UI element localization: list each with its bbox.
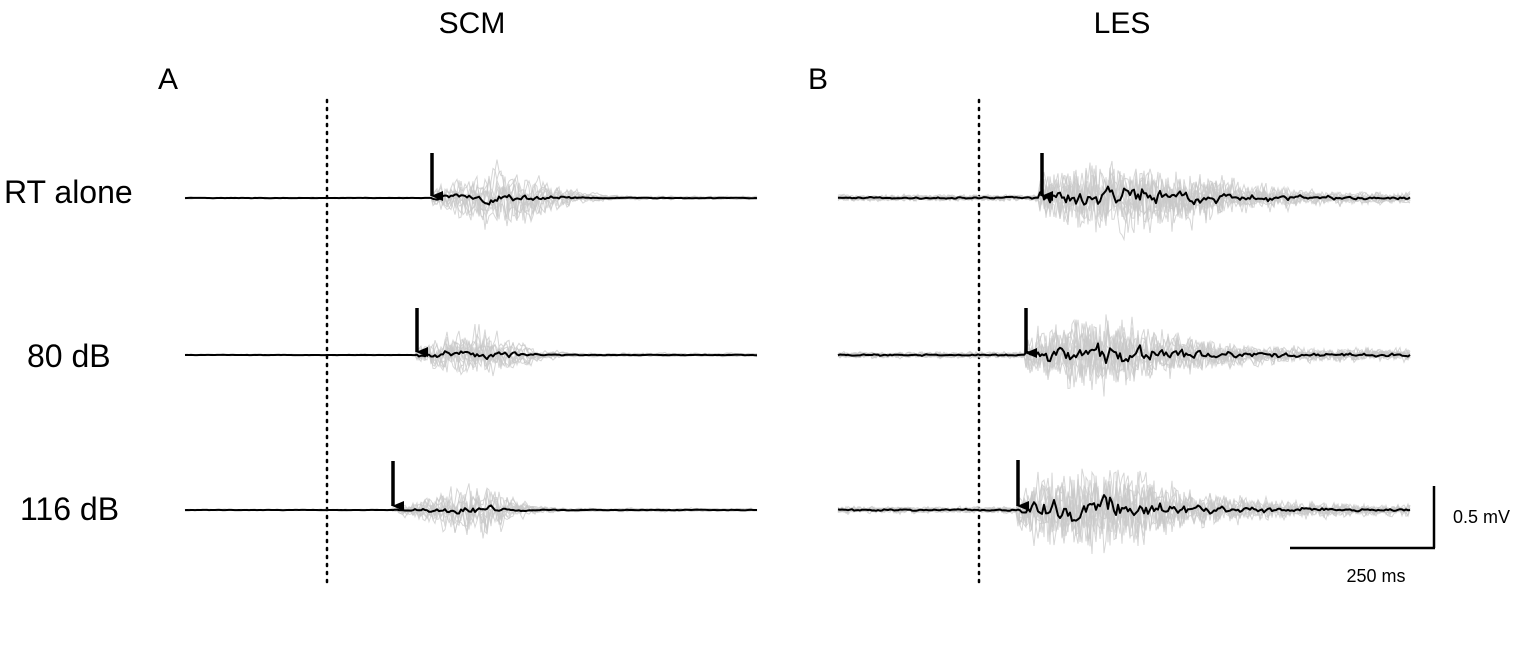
panel-label-a: A xyxy=(158,63,178,96)
emg-traces-les-80db xyxy=(837,314,1411,397)
panel-label-b: B xyxy=(808,63,828,96)
emg-traces-scm-80db xyxy=(184,324,758,377)
mean-trace xyxy=(184,193,758,206)
emg-traces-scm-rt-alone xyxy=(184,159,758,230)
row-label-rt-alone: RT alone xyxy=(4,174,133,210)
mean-trace xyxy=(184,504,757,515)
emg-traces-les-rt-alone xyxy=(837,160,1411,242)
scale-bar: 0.5 mV 250 ms xyxy=(1290,486,1510,586)
row-label-80db: 80 dB xyxy=(27,338,111,374)
column-title-les: LES xyxy=(1094,7,1151,40)
row-label-116db: 116 dB xyxy=(20,491,119,527)
emg-traces-scm-116db xyxy=(184,483,758,539)
mean-trace xyxy=(837,494,1411,522)
column-title-scm: SCM xyxy=(439,7,506,40)
scale-bar-amplitude-label: 0.5 mV xyxy=(1453,507,1510,527)
scale-bar-time-label: 250 ms xyxy=(1346,566,1405,586)
individual-trial-trace xyxy=(184,176,758,230)
individual-trial-trace xyxy=(837,171,1411,218)
mean-trace xyxy=(837,185,1411,206)
emg-traces-les-116db xyxy=(837,468,1411,555)
mean-trace xyxy=(837,342,1411,364)
mean-trace xyxy=(185,350,757,361)
